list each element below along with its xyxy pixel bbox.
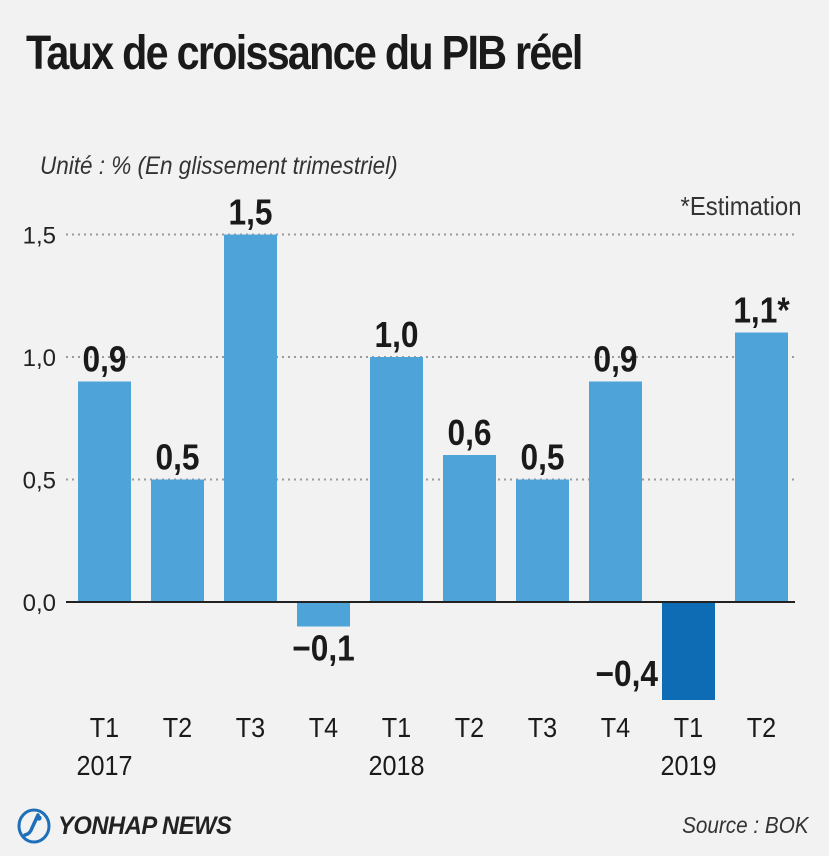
yonhap-logo: YONHAP NEWS [16,806,240,846]
value-labels: 0,9 0,5 1,5 −0,1 1,0 0,6 0,5 0,9 −0,4 1,1* [82,193,790,695]
value-label: 1,5 [228,193,272,233]
chart-title: Taux de croissance du PIB réel [26,27,583,80]
x-tick-quarter: T2 [455,712,484,744]
x-tick-quarter: T1 [674,712,703,744]
source-label: Source : BOK [682,812,809,838]
bar-chart: 0,0 0,5 1,0 1,5 0,9 0,5 1,5 −0,1 1,0 0,6 0,5 0,9 −0… [23,193,795,782]
y-tick-label: 0,0 [23,590,56,617]
bar [443,455,496,602]
estimation-note: *Estimation [680,191,801,221]
value-label: 1,1* [733,291,790,331]
value-label: 1,0 [374,315,418,355]
x-tick-quarter: T2 [747,712,776,744]
bar [151,479,204,602]
x-tick-quarter: T1 [90,712,119,744]
bar [662,602,715,700]
yonhap-emblem-icon [17,808,51,844]
bar [370,357,423,602]
value-label: 0,9 [82,340,126,380]
x-tick-year: 2017 [76,750,132,782]
y-tick-label: 1,5 [23,223,56,250]
bar [224,234,277,602]
value-label: 0,9 [593,340,637,380]
value-label: −0,4 [595,654,658,694]
x-tick-year: 2019 [660,750,716,782]
value-label: 0,6 [447,413,491,453]
x-tick-year: 2018 [368,750,424,782]
bars [78,234,788,700]
bar [589,381,642,602]
x-axis-ticks: T1 2017 T2 T3 T4 T1 2018 T2 T3 T4 T1 2019 T2 [76,712,776,782]
value-label: −0,1 [292,629,355,669]
bar [516,479,569,602]
y-tick-label: 1,0 [23,345,56,372]
x-tick-quarter: T4 [601,712,631,744]
x-tick-quarter: T2 [163,712,192,744]
unit-label: Unité : % (En glissement trimestriel) [40,152,398,180]
y-axis-ticks: 0,0 0,5 1,0 1,5 [23,223,56,618]
x-tick-quarter: T1 [382,712,411,744]
logo-text: YONHAP NEWS [58,811,232,840]
bar [78,381,131,602]
x-tick-quarter: T4 [309,712,339,744]
bar [297,602,350,627]
y-tick-label: 0,5 [23,468,56,495]
x-tick-quarter: T3 [528,712,557,744]
x-tick-quarter: T3 [236,712,265,744]
value-label: 0,5 [520,438,564,478]
value-label: 0,5 [155,438,199,478]
bar [735,332,788,602]
